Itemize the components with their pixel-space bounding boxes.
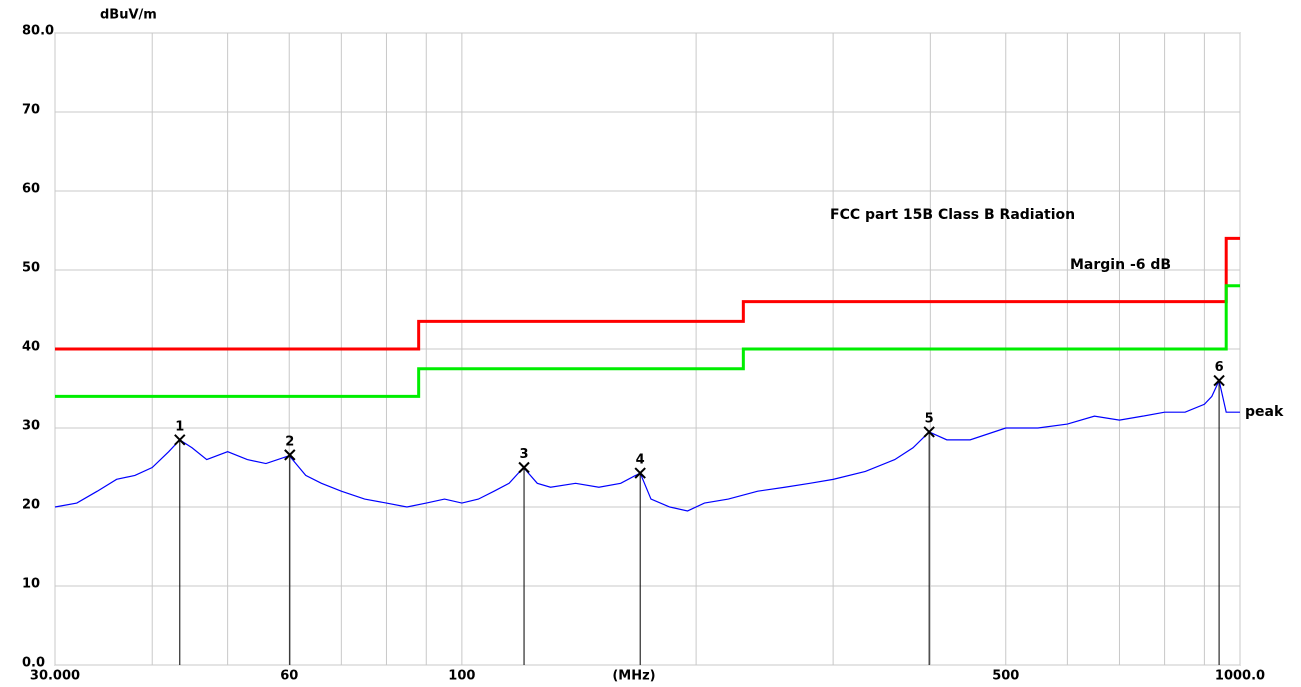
series-line — [55, 284, 1240, 398]
marker-x — [1213, 374, 1225, 387]
legend-label: FCC part 15B Class B Radiation — [830, 207, 1075, 223]
marker-x — [518, 461, 530, 474]
x-axis-label: (MHz) — [612, 669, 655, 684]
y-tick-label: 30 — [22, 419, 40, 434]
marker-x — [634, 467, 646, 479]
marker-label: 2 — [285, 434, 294, 449]
x-tick-label: 1000.0 — [1215, 669, 1265, 684]
legend-label: Margin -6 dB — [1070, 257, 1171, 273]
marker-label: 4 — [636, 453, 645, 468]
x-tick-label: 60 — [280, 669, 298, 684]
marker-x — [174, 434, 186, 446]
marker-label: 1 — [175, 419, 184, 434]
marker-x — [923, 426, 935, 438]
y-tick-label: 0.0 — [22, 656, 45, 671]
x-tick-label: 100 — [448, 669, 475, 684]
x-tick-label: 500 — [992, 669, 1019, 684]
y-axis-label: dBuV/m — [100, 8, 157, 23]
marker-label: 6 — [1215, 360, 1224, 375]
legend-label: peak — [1245, 404, 1284, 420]
marker-label: 5 — [925, 411, 934, 426]
y-tick-label: 70 — [22, 103, 40, 118]
y-tick-label: 60 — [22, 182, 40, 197]
series-line — [54, 378, 1240, 512]
y-tick-label: 40 — [22, 340, 40, 355]
x-tick-label: 30.000 — [30, 669, 80, 684]
y-tick-label: 20 — [22, 498, 40, 513]
series-line — [55, 236, 1240, 351]
y-tick-label: 80.0 — [22, 24, 54, 39]
y-tick-label: 50 — [22, 261, 40, 276]
y-tick-label: 10 — [22, 577, 40, 592]
marker-label: 3 — [520, 447, 529, 462]
marker-x — [284, 449, 296, 461]
